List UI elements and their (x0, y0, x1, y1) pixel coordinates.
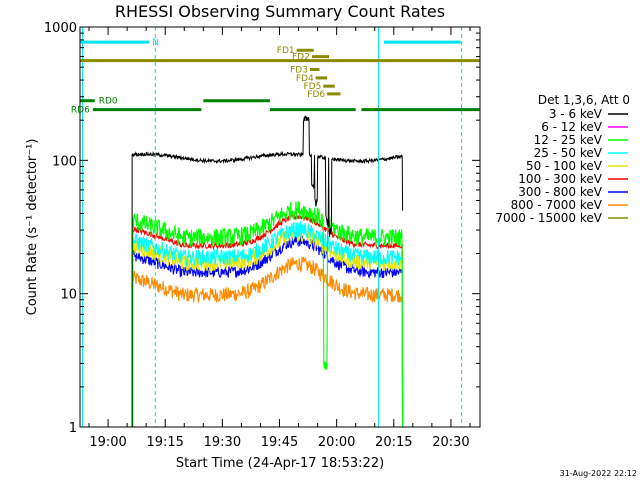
x-tick-label: 19:30 (204, 435, 241, 450)
x-ticks: 19:00 19:15 19:30 19:45 20:00 20:15 20:30 (88, 27, 471, 450)
x-tick-label: 19:45 (261, 435, 298, 450)
y-ticks: 1 10 100 1000 (44, 21, 480, 436)
flare-label-fd5: FD5 (303, 82, 321, 92)
x-tick-label: 19:15 (146, 435, 183, 450)
legend-label: 300 - 800 keV (518, 185, 602, 199)
night-label: N (152, 38, 159, 48)
y-tick-label: 1 (69, 421, 77, 436)
series-group (131, 115, 404, 428)
x-tick-label: 20:15 (375, 435, 412, 450)
flare-label-fd6: FD6 (307, 90, 325, 100)
x-axis-label: Start Time (24-Apr-17 18:53:22) (176, 456, 384, 471)
series-line-6 (132, 235, 404, 428)
series-line-0 (131, 115, 404, 427)
rd0-label: RD0 (99, 97, 118, 107)
legend-label: 7000 - 15000 keV (495, 211, 602, 225)
flare-label-fd3: FD3 (290, 66, 308, 76)
rd6-label: RD6 (71, 106, 90, 116)
series-line-7 (132, 256, 404, 428)
y-tick-label: 1000 (44, 21, 77, 36)
series-line-2 (132, 201, 404, 428)
x-tick-label: 20:00 (318, 435, 355, 450)
legend-label: 100 - 300 keV (518, 172, 602, 186)
x-tick-label: 19:00 (89, 435, 126, 450)
legend-label: 25 - 50 keV (534, 146, 603, 160)
legend-label: 50 - 100 keV (526, 159, 603, 173)
flare-label-fd1: FD1 (277, 46, 295, 56)
y-axis-label: Count Rate (s⁻¹ detector⁻¹) (25, 139, 40, 316)
legend-label: 6 - 12 keV (541, 120, 603, 134)
legend-label: 3 - 6 keV (549, 107, 603, 121)
flare-label-fd2: FD2 (292, 53, 310, 63)
series-line-4 (132, 228, 404, 428)
x-tick-label: 20:30 (432, 435, 469, 450)
series-line-3 (132, 220, 404, 428)
y-tick-label: 100 (52, 154, 77, 169)
y-tick-label: 10 (60, 288, 77, 303)
legend-label: 800 - 7000 keV (511, 198, 603, 212)
footer-date: 31-Aug-2022 22:12 (560, 469, 637, 478)
flare-label-fd4: FD4 (296, 74, 314, 84)
legend-title: Det 1,3,6, Att 0 (538, 93, 630, 107)
legend-label: 12 - 25 keV (534, 133, 603, 147)
chart-title: RHESSI Observing Summary Count Rates (115, 2, 445, 21)
